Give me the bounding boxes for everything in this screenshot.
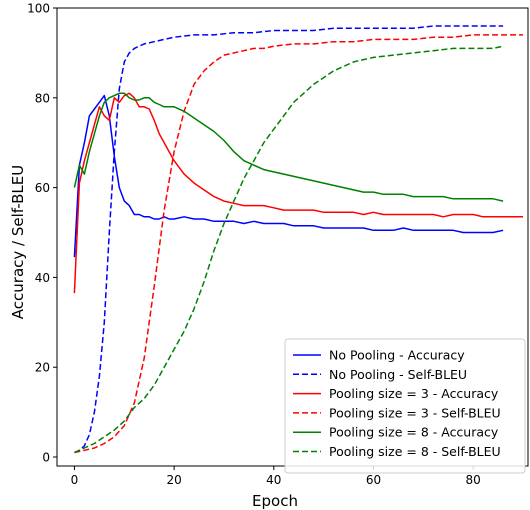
axes-layer: 0 20 40 60 80 0 20 40 60 80 100 (27, 2, 529, 487)
legend-label-3: Pooling size = 3 - Accuracy (329, 386, 499, 401)
y-tick-label: 100 (27, 2, 50, 16)
x-axis-label: Epoch (252, 492, 298, 510)
x-tick-label: 20 (166, 473, 181, 487)
x-tick-label: 60 (366, 473, 381, 487)
legend-label-6: Pooling size = 8 - Self-BLEU (329, 444, 501, 459)
series-line-4 (74, 34, 523, 454)
y-tick-label: 80 (35, 91, 50, 105)
y-tick-label: 40 (35, 271, 50, 285)
y-tick-label: 0 (42, 451, 50, 465)
x-tick-label: 80 (466, 473, 481, 487)
x-tick-label: 0 (71, 473, 79, 487)
legend-label-4: Pooling size = 3 - Self-BLEU (329, 405, 501, 420)
y-tick-label: 60 (35, 181, 50, 195)
legend-label-2: No Pooling - Self-BLEU (329, 367, 467, 382)
series-layer (73, 25, 523, 454)
series-line-5 (73, 92, 504, 202)
series-line-3 (73, 92, 523, 294)
series-line-6 (74, 45, 504, 454)
legend-label-5: Pooling size = 8 - Accuracy (329, 425, 499, 440)
legend: No Pooling - Accuracy No Pooling - Self-B… (284, 338, 526, 474)
x-tick-label: 40 (266, 473, 281, 487)
y-tick-label: 20 (35, 361, 50, 375)
legend-label-1: No Pooling - Accuracy (329, 348, 465, 363)
series-line-2 (74, 25, 504, 454)
series-line-1 (73, 94, 504, 258)
y-axis-label: Accuracy / Self-BLEU (9, 165, 27, 319)
legend-box (284, 338, 526, 474)
